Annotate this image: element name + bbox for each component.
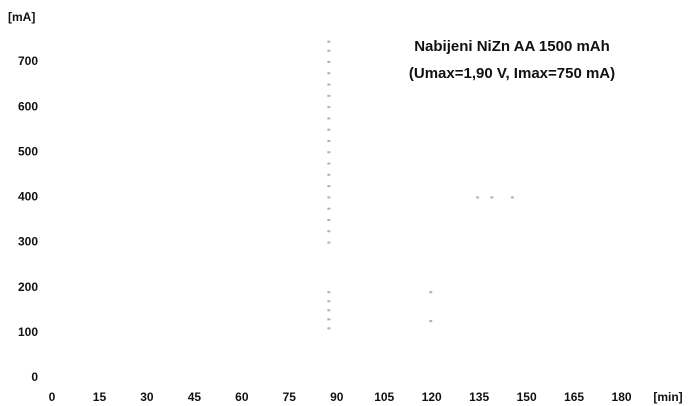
point — [327, 106, 331, 109]
point — [327, 72, 331, 75]
point — [476, 196, 480, 199]
x-tick-label: 90 — [330, 390, 344, 404]
point — [327, 49, 331, 52]
x-tick-label: 75 — [283, 390, 297, 404]
y-tick-label: 100 — [18, 325, 38, 339]
y-tick-label: 700 — [18, 54, 38, 68]
point — [327, 173, 331, 176]
point — [327, 241, 331, 244]
point — [327, 162, 331, 165]
point — [327, 207, 331, 210]
point — [327, 230, 331, 233]
point — [327, 94, 331, 97]
point — [327, 128, 331, 131]
y-tick-label: 0 — [31, 370, 38, 384]
point — [327, 60, 331, 63]
point — [490, 196, 494, 199]
point — [429, 291, 433, 294]
point — [327, 139, 331, 142]
y-tick-label: 500 — [18, 144, 38, 158]
y-tick-label: 200 — [18, 280, 38, 294]
x-tick-label: 45 — [188, 390, 202, 404]
point — [327, 309, 331, 312]
x-tick-label: 180 — [612, 390, 632, 404]
point — [327, 185, 331, 188]
x-tick-label: 0 — [49, 390, 56, 404]
point — [327, 40, 331, 43]
point — [327, 151, 331, 154]
y-axis-label: [mA] — [8, 10, 35, 24]
x-tick-label: 150 — [517, 390, 537, 404]
x-tick-label: 105 — [374, 390, 394, 404]
chart-subtitle: (Umax=1,90 V, Imax=750 mA) — [409, 65, 615, 82]
x-tick-label: 60 — [235, 390, 249, 404]
chart-title: Nabijeni NiZn AA 1500 mAh — [414, 38, 610, 55]
point — [327, 196, 331, 199]
point — [327, 327, 331, 330]
y-tick-label: 300 — [18, 235, 38, 249]
point — [510, 196, 514, 199]
y-tick-label: 600 — [18, 99, 38, 113]
x-tick-label: 15 — [93, 390, 107, 404]
point — [327, 218, 331, 221]
x-axis-label: [min] — [653, 390, 682, 404]
x-tick-label: 120 — [422, 390, 442, 404]
point — [327, 117, 331, 120]
point — [327, 300, 331, 303]
y-tick-label: 400 — [18, 190, 38, 204]
point — [327, 318, 331, 321]
x-tick-label: 135 — [469, 390, 489, 404]
point — [327, 291, 331, 294]
x-tick-label: 165 — [564, 390, 584, 404]
x-tick-label: 30 — [140, 390, 154, 404]
point — [327, 83, 331, 86]
point — [429, 320, 433, 323]
